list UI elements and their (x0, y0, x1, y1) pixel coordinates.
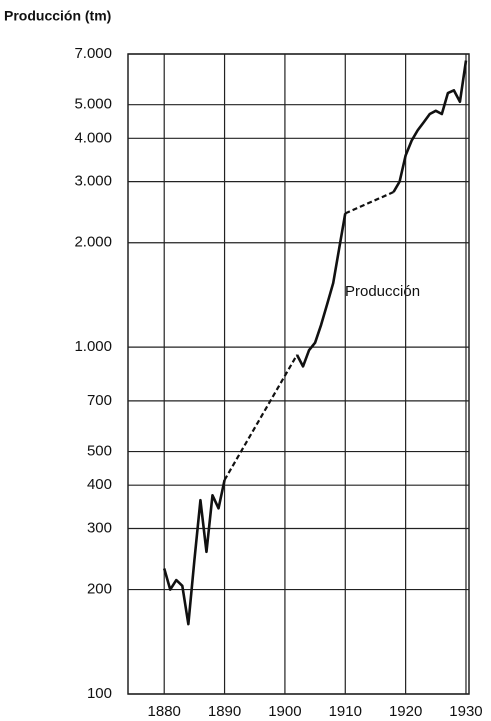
data-line (392, 60, 468, 193)
y-tick-label: 100 (87, 685, 112, 702)
x-tick-label: 1900 (268, 703, 301, 720)
y-tick-label: 500 (87, 443, 112, 460)
x-tick-label: 1910 (329, 703, 362, 720)
y-tick-label: 200 (87, 581, 112, 598)
y-tick-label: 2.000 (74, 234, 112, 251)
y-tick-label: 3.000 (74, 173, 112, 190)
y-axis-title: Producción (tm) (4, 8, 111, 24)
plot-frame (127, 53, 470, 695)
gap-connector (223, 354, 298, 481)
x-tick-label: 1890 (208, 703, 241, 720)
y-tick-label: 300 (87, 519, 112, 536)
annotation: Producción (345, 283, 420, 300)
y-tick-label: 5.000 (74, 96, 112, 113)
data-line (295, 213, 347, 368)
y-tick-label: 4.000 (74, 129, 112, 146)
x-tick-label: 1930 (449, 703, 482, 720)
y-tick-label: 1.000 (74, 338, 112, 355)
x-tick-label: 1880 (148, 703, 181, 720)
gap-connector (344, 191, 395, 215)
y-tick-label: 700 (87, 392, 112, 409)
data-line (162, 479, 226, 626)
y-tick-label: 7.000 (74, 45, 112, 62)
x-tick-label: 1920 (389, 703, 422, 720)
y-tick-label: 400 (87, 476, 112, 493)
